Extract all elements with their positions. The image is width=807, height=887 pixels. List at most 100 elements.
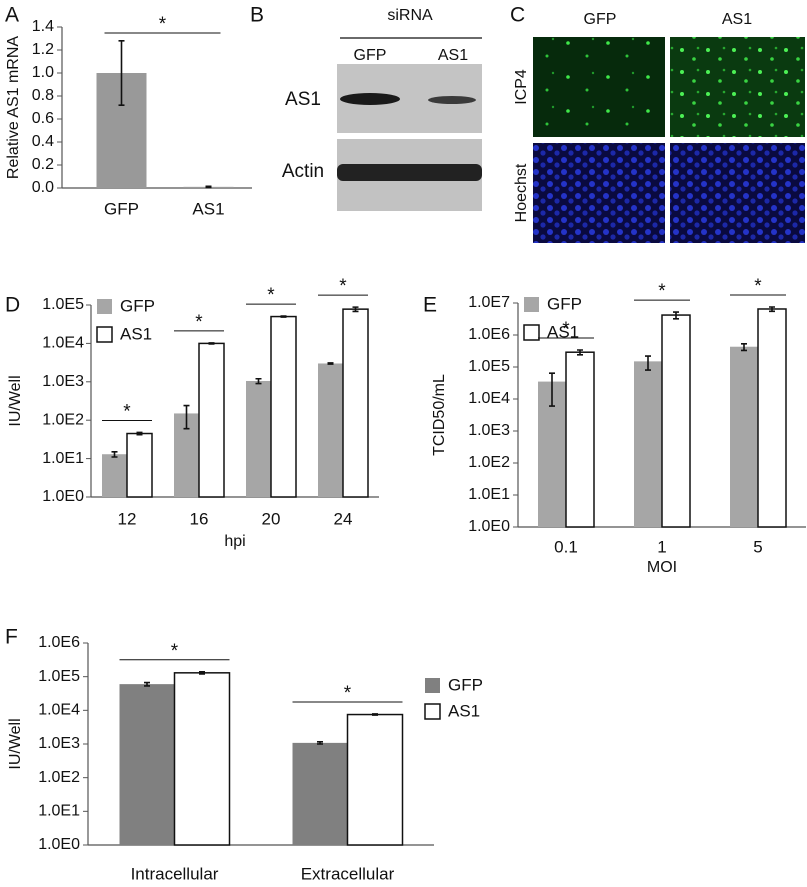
y-tick-label: 1.0E6 — [38, 634, 80, 651]
significance-star: * — [344, 683, 352, 704]
bar — [119, 684, 175, 845]
bar — [126, 432, 153, 498]
image-column: AS1 — [722, 11, 752, 28]
blot-column: GFP — [354, 47, 387, 64]
error-bar — [144, 681, 150, 687]
y-tick-label: 1.0E1 — [38, 803, 80, 820]
error-bar — [327, 362, 334, 365]
x-tick-label: 20 — [262, 509, 281, 528]
micrograph — [670, 143, 805, 243]
legend-label: GFP — [547, 294, 582, 313]
bar — [565, 351, 595, 528]
y-tick-label: 0.2 — [32, 156, 54, 173]
error-bar — [741, 343, 747, 352]
error-bar — [199, 670, 205, 675]
y-tick-label: 0.4 — [32, 133, 54, 150]
x-tick-label: AS1 — [192, 199, 224, 218]
panel-label: E — [423, 294, 437, 317]
x-tick-label: 5 — [753, 537, 762, 556]
blot-band — [340, 93, 400, 105]
legend-label: AS1 — [547, 322, 579, 341]
x-tick-label: 16 — [190, 509, 209, 528]
y-tick-label: 0.8 — [32, 87, 54, 104]
panel-label: C — [510, 4, 525, 27]
y-axis-title: IU/Well — [7, 375, 24, 426]
y-tick-label: 1.2 — [32, 41, 54, 58]
bar — [634, 361, 662, 527]
y-tick-label: 1.0E0 — [468, 518, 510, 535]
bar — [342, 308, 369, 498]
y-tick-label: 0.0 — [32, 179, 54, 196]
legend-swatch — [96, 326, 113, 343]
y-tick-label: 1.0E4 — [38, 702, 80, 719]
significance-star: * — [195, 312, 203, 333]
y-tick-label: 1.0E5 — [468, 358, 510, 375]
error-bar — [645, 355, 651, 371]
blot-row: AS1 — [285, 89, 321, 110]
legend-swatch — [97, 299, 112, 314]
legend-swatch — [424, 703, 441, 720]
y-tick-label: 1.0E4 — [468, 390, 510, 407]
y-tick-label: 1.0E2 — [38, 769, 80, 786]
error-bar — [136, 431, 143, 436]
y-tick-label: 1.0E4 — [42, 335, 84, 352]
y-tick-label: 1.0E1 — [42, 450, 84, 467]
y-tick-label: 1.0E3 — [38, 735, 80, 752]
y-tick-label: 1.0E5 — [42, 296, 84, 313]
error-bar — [317, 741, 323, 745]
bar — [292, 742, 348, 845]
micrograph — [533, 37, 665, 137]
x-axis-title: hpi — [224, 533, 245, 550]
significance-star: * — [658, 281, 666, 302]
y-tick-label: 1.0E0 — [38, 836, 80, 853]
error-bar — [673, 311, 679, 320]
panel-label: D — [5, 294, 20, 317]
panel-label: A — [5, 4, 19, 27]
error-bar — [183, 404, 190, 430]
legend-swatch — [524, 297, 539, 312]
bar — [198, 342, 225, 498]
error-bar — [118, 40, 125, 106]
blot-row: Actin — [282, 161, 324, 182]
micrograph — [670, 37, 805, 137]
blot-column: AS1 — [438, 47, 468, 64]
legend-label: AS1 — [448, 701, 480, 720]
y-tick-label: 1.0E5 — [38, 668, 80, 685]
error-bar — [255, 377, 262, 385]
legend-label: GFP — [120, 296, 155, 315]
x-tick-label: 1 — [657, 537, 666, 556]
y-tick-label: 1.0E2 — [468, 454, 510, 471]
y-tick-label: 1.0E6 — [468, 326, 510, 343]
y-tick-label: 1.4 — [32, 18, 54, 35]
significance-star: * — [562, 319, 570, 340]
bar — [173, 672, 231, 846]
blot-band — [337, 164, 482, 181]
bar — [757, 308, 787, 528]
y-tick-label: 1.0E0 — [42, 488, 84, 505]
x-tick-label: Intracellular — [131, 864, 219, 883]
blot-header: siRNA — [387, 7, 433, 24]
bar — [730, 346, 758, 527]
micrograph — [533, 143, 665, 243]
significance-star: * — [267, 285, 275, 306]
image-column: GFP — [584, 11, 617, 28]
x-axis-title: MOI — [647, 559, 677, 576]
error-bar — [352, 306, 359, 313]
bar — [346, 713, 404, 846]
bar — [102, 454, 127, 497]
y-axis-title: Relative AS1 mRNA — [5, 36, 22, 179]
legend-swatch — [523, 324, 540, 341]
y-tick-label: 1.0E2 — [42, 411, 84, 428]
image-row: ICP4 — [513, 69, 530, 105]
error-bar — [280, 315, 287, 318]
blot-band — [428, 96, 476, 104]
bar — [661, 314, 691, 528]
bar — [318, 363, 343, 497]
error-bar — [372, 713, 378, 716]
x-tick-label: Extracellular — [301, 864, 395, 883]
bar — [270, 315, 297, 498]
y-tick-label: 1.0E3 — [468, 422, 510, 439]
y-axis-title: IU/Well — [7, 718, 24, 769]
image-row: Hoechst — [513, 163, 530, 222]
